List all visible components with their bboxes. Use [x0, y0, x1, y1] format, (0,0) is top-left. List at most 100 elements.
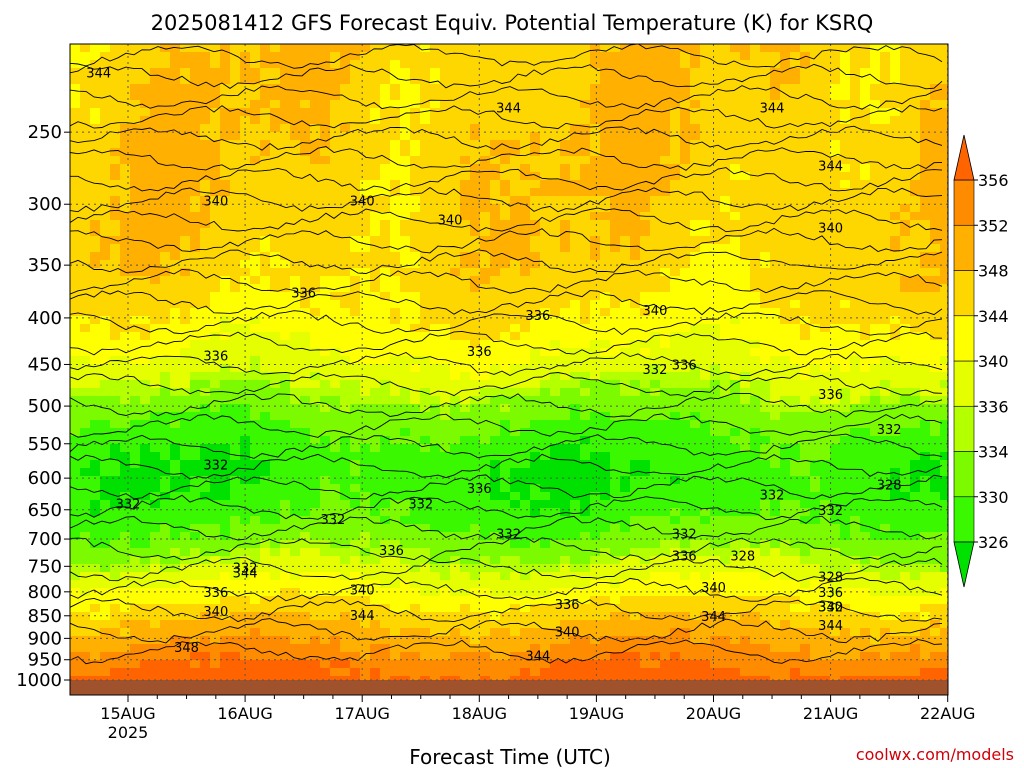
field-cell	[360, 428, 371, 437]
field-cell	[310, 204, 321, 213]
field-cell	[100, 228, 111, 237]
field-cell	[540, 420, 551, 429]
field-cell	[180, 468, 191, 477]
field-cell	[430, 252, 441, 261]
field-cell	[280, 92, 291, 101]
field-cell	[760, 68, 771, 77]
field-cell	[170, 324, 181, 333]
field-cell	[800, 420, 811, 429]
field-cell	[520, 68, 531, 77]
field-cell	[800, 324, 811, 333]
field-cell	[720, 308, 731, 317]
field-cell	[850, 172, 861, 181]
field-cell	[590, 484, 601, 493]
field-cell	[290, 484, 301, 493]
field-cell	[620, 484, 631, 493]
field-cell	[680, 260, 691, 269]
field-cell	[230, 212, 241, 221]
field-cell	[860, 116, 871, 125]
field-cell	[310, 292, 321, 301]
field-cell	[830, 444, 841, 453]
field-cell	[630, 380, 641, 389]
field-cell	[560, 108, 571, 117]
field-cell	[640, 316, 651, 325]
field-cell	[530, 76, 541, 85]
field-cell	[890, 260, 901, 269]
field-cell	[860, 252, 871, 261]
field-cell	[530, 308, 541, 317]
field-cell	[580, 316, 591, 325]
field-cell	[220, 244, 231, 253]
field-cell	[930, 348, 941, 357]
field-cell	[810, 108, 821, 117]
field-cell	[430, 436, 441, 445]
field-cell	[540, 348, 551, 357]
field-cell	[890, 228, 901, 237]
field-cell	[780, 44, 791, 53]
field-cell	[720, 364, 731, 373]
field-cell	[520, 380, 531, 389]
field-cell	[280, 492, 291, 501]
field-cell	[350, 252, 361, 261]
field-cell	[680, 68, 691, 77]
field-cell	[430, 468, 441, 477]
field-cell	[460, 124, 471, 133]
field-cell	[810, 324, 821, 333]
field-cell	[150, 388, 161, 397]
field-cell	[360, 404, 371, 413]
field-cell	[90, 396, 101, 405]
field-cell	[940, 372, 948, 381]
field-cell	[230, 44, 241, 53]
field-cell	[450, 244, 461, 253]
field-cell	[130, 220, 141, 229]
field-cell	[910, 108, 921, 117]
field-cell	[310, 244, 321, 253]
field-cell	[610, 156, 621, 165]
field-cell	[260, 348, 271, 357]
field-cell	[80, 404, 91, 413]
field-cell	[90, 324, 101, 333]
field-cell	[180, 372, 191, 381]
field-cell	[530, 68, 541, 77]
field-cell	[500, 444, 511, 453]
field-cell	[510, 100, 521, 109]
field-cell	[70, 76, 81, 85]
field-cell	[540, 188, 551, 197]
field-cell	[940, 124, 948, 133]
field-cell	[490, 452, 501, 461]
field-cell	[530, 124, 541, 133]
field-cell	[170, 388, 181, 397]
field-cell	[150, 124, 161, 133]
field-cell	[620, 332, 631, 341]
field-cell	[340, 132, 351, 141]
field-cell	[920, 76, 931, 85]
field-cell	[110, 268, 121, 277]
field-cell	[820, 460, 831, 469]
field-cell	[280, 52, 291, 61]
field-cell	[740, 476, 751, 485]
field-cell	[150, 436, 161, 445]
field-cell	[280, 348, 291, 357]
field-cell	[620, 436, 631, 445]
field-cell	[880, 52, 891, 61]
field-cell	[580, 276, 591, 285]
field-cell	[290, 372, 301, 381]
field-cell	[220, 100, 231, 109]
field-cell	[350, 316, 361, 325]
field-cell	[560, 116, 571, 125]
field-cell	[660, 436, 671, 445]
field-cell	[510, 372, 521, 381]
field-cell	[170, 52, 181, 61]
field-cell	[370, 420, 381, 429]
field-cell	[680, 388, 691, 397]
field-cell	[790, 388, 801, 397]
field-cell	[410, 476, 421, 485]
field-cell	[280, 228, 291, 237]
field-cell	[490, 460, 501, 469]
field-cell	[660, 452, 671, 461]
field-cell	[810, 316, 821, 325]
field-cell	[750, 76, 761, 85]
field-cell	[620, 268, 631, 277]
field-cell	[220, 156, 231, 165]
field-cell	[550, 188, 561, 197]
